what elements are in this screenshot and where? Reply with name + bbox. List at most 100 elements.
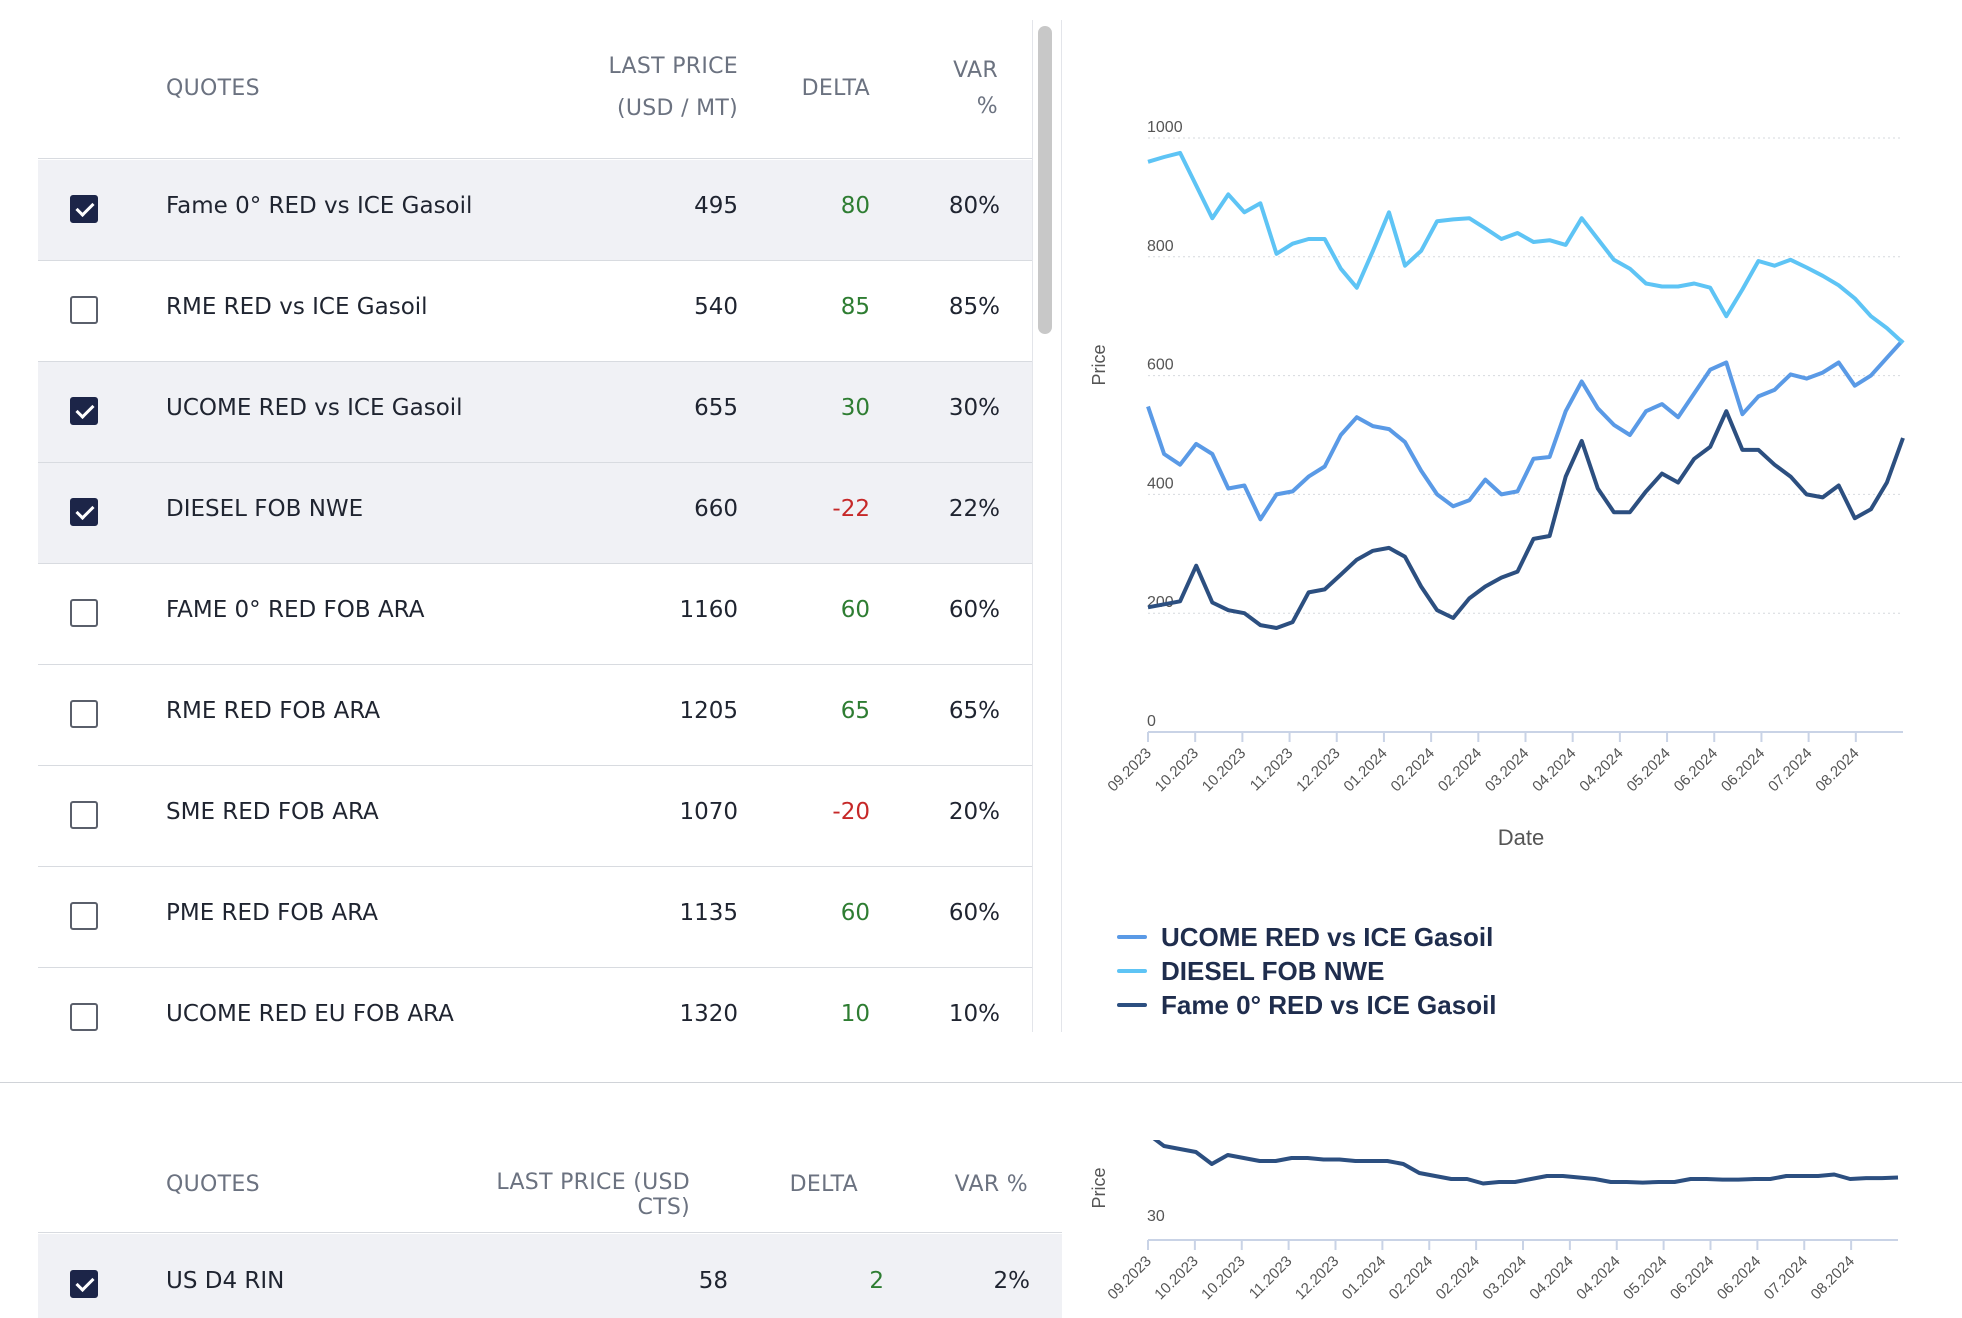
header-last-price-unit: (USD / MT) [617,96,738,121]
legend-label: Fame 0° RED vs ICE Gasoil [1161,989,1497,1020]
quote-delta: 60 [840,597,870,623]
header-delta: DELTA [789,1172,858,1197]
header-divider [38,158,1032,159]
x-tick-label: 11.2023 [1246,1253,1296,1303]
x-tick-label: 03.2024 [1479,1253,1529,1303]
x-tick-label: 05.2024 [1620,1253,1670,1303]
quote-name: SME RED FOB ARA [166,799,379,825]
x-tick-label: 02.2024 [1435,745,1485,795]
series-line [1146,338,1905,522]
chart-legend: UCOME RED vs ICE Gasoil DIESEL FOB NWE F… [1117,920,1497,1022]
table-row[interactable]: US D4 RIN 58 2 2% [38,1234,1062,1318]
section-divider [0,1082,1962,1083]
x-tick-label: 04.2024 [1529,745,1579,795]
y-axis-ticks: 30 [1147,1208,1165,1225]
quote-var: 10% [948,1001,1000,1027]
header-quotes: QUOTES [166,76,260,101]
quote-name: PME RED FOB ARA [166,900,379,926]
header-delta: DELTA [801,76,870,101]
legend-item-ucome[interactable]: UCOME RED vs ICE Gasoil [1117,920,1497,954]
x-axis [1147,731,1903,742]
row-checkbox[interactable] [70,801,98,829]
quote-price: 1135 [679,900,738,926]
series-line [1147,409,1905,630]
quote-var: 20% [948,799,1000,825]
quote-name: FAME 0° RED FOB ARA [166,597,425,623]
x-tick-label: 02.2024 [1433,1253,1483,1303]
quote-delta: 65 [840,698,870,724]
x-tick-label: 10.2023 [1152,745,1202,795]
x-tick-label: 08.2024 [1808,1253,1858,1303]
table-row[interactable]: FAME 0° RED FOB ARA 1160 60 60% [38,564,1032,665]
header-var: VAR [953,58,998,83]
quote-name: UCOME RED EU FOB ARA [166,1001,454,1027]
row-checkbox[interactable] [70,498,98,526]
quote-price: 1070 [679,799,738,825]
x-tick-label: 07.2024 [1765,745,1815,795]
row-checkbox[interactable] [70,1003,98,1031]
quote-var: 80% [948,193,1000,219]
scrollbar-thumb[interactable] [1038,26,1052,334]
chart-series [1152,1140,1899,1186]
x-tick-label: 01.2024 [1340,745,1390,795]
table-row[interactable]: UCOME RED vs ICE Gasoil 655 30 30% [38,362,1032,463]
quote-price: 1205 [679,698,738,724]
row-checkbox[interactable] [70,195,98,223]
y-tick-label: 0 [1147,713,1156,730]
row-checkbox[interactable] [70,599,98,627]
quote-var: 30% [948,395,1000,421]
header-last-price: LAST PRICE (USD CTS) [496,1170,690,1220]
quote-delta: -20 [832,799,870,825]
table-row[interactable]: RME RED FOB ARA 1205 65 65% [38,665,1032,766]
table-row[interactable]: Fame 0° RED vs ICE Gasoil 495 80 80% [38,160,1032,261]
row-checkbox[interactable] [70,902,98,930]
quote-var: 85% [948,294,1000,320]
x-tick-label: 02.2024 [1388,745,1438,795]
header-last-price: LAST PRICE [608,54,738,79]
header-quotes: QUOTES [166,1172,260,1197]
x-axis-ticks: 09.202310.202310.202311.202312.202301.20… [1104,745,1862,795]
header-divider [38,1232,1062,1233]
legend-label: DIESEL FOB NWE [1161,955,1385,986]
quote-name: US D4 RIN [166,1268,285,1294]
quote-name: UCOME RED vs ICE Gasoil [166,395,463,421]
table-row[interactable]: RME RED vs ICE Gasoil 540 85 85% [38,261,1032,362]
x-tick-label: 11.2023 [1247,745,1297,795]
x-tick-label: 08.2024 [1812,745,1862,795]
quote-price: 540 [694,294,738,320]
quote-delta: 10 [840,1001,870,1027]
quote-name: Fame 0° RED vs ICE Gasoil [166,193,473,219]
scrollbar-track[interactable] [1032,20,1062,1032]
y-tick-label: 600 [1147,357,1174,374]
legend-item-diesel[interactable]: DIESEL FOB NWE [1117,954,1497,988]
row-checkbox[interactable] [70,397,98,425]
quote-price: 1160 [679,597,738,623]
quote-delta: 85 [840,294,870,320]
y-tick-label: 1000 [1147,119,1183,136]
quote-delta: 2 [869,1268,884,1294]
x-tick-label: 12.2023 [1292,1253,1342,1303]
x-tick-label: 02.2024 [1386,1253,1436,1303]
quote-price: 660 [694,496,738,522]
row-checkbox[interactable] [70,1270,98,1298]
x-tick-label: 10.2023 [1151,1253,1201,1303]
x-axis-ticks: 09.202310.202310.202311.202312.202301.20… [1104,1253,1857,1303]
quote-delta: -22 [832,496,870,522]
quote-price: 655 [694,395,738,421]
table-row[interactable]: SME RED FOB ARA 1070 -20 20% [38,766,1032,867]
x-tick-label: 04.2024 [1573,1253,1623,1303]
quote-price: 495 [694,193,738,219]
table-row[interactable]: UCOME RED EU FOB ARA 1320 10 10% [38,968,1032,1040]
row-checkbox[interactable] [70,296,98,324]
rin-line-chart: 30 09.202310.202310.202311.202312.202301… [1090,1140,1899,1303]
table-row[interactable]: PME RED FOB ARA 1135 60 60% [38,867,1032,968]
row-checkbox[interactable] [70,700,98,728]
legend-item-fame[interactable]: Fame 0° RED vs ICE Gasoil [1117,988,1497,1022]
table-row[interactable]: DIESEL FOB NWE 660 -22 22% [38,463,1032,564]
x-tick-label: 03.2024 [1482,745,1532,795]
y-tick-label: 30 [1147,1208,1165,1225]
quote-delta: 80 [840,193,870,219]
y-axis-label: Price [1090,1167,1109,1208]
quote-var: 2% [993,1268,1031,1294]
